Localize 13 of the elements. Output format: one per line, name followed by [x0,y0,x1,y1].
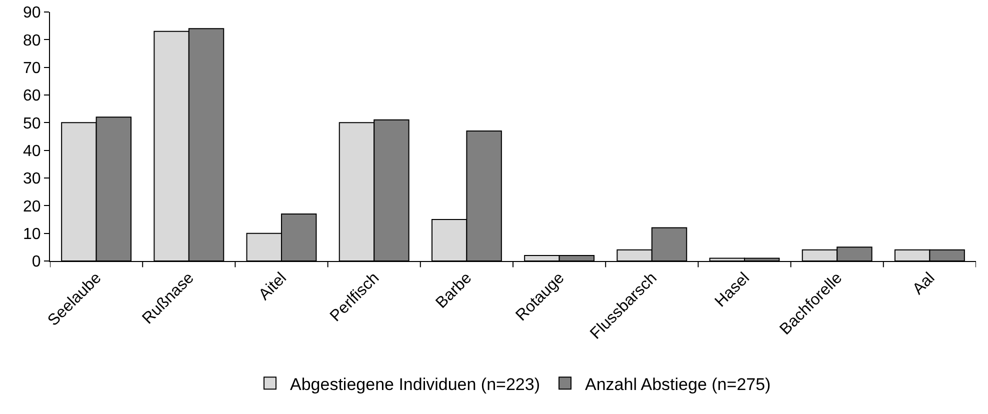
y-tick-label: 20 [23,198,41,216]
y-tick-label: 70 [23,60,41,77]
y-tick-label: 80 [23,32,41,50]
y-tick-label: 60 [23,88,41,105]
legend-label: Anzahl Abstiege (n=275) [585,374,771,394]
legend-label: Abgestiegene Individuen (n=223) [290,374,540,394]
y-tick-label: 10 [23,226,41,243]
y-tick-label: 30 [23,170,41,188]
y-tick-label: 0 [32,254,41,271]
y-tick-label: 50 [23,115,41,132]
x-tick-label: Aal [910,270,938,298]
y-tick-label: 90 [23,4,41,22]
y-tick-label: 40 [23,142,41,160]
